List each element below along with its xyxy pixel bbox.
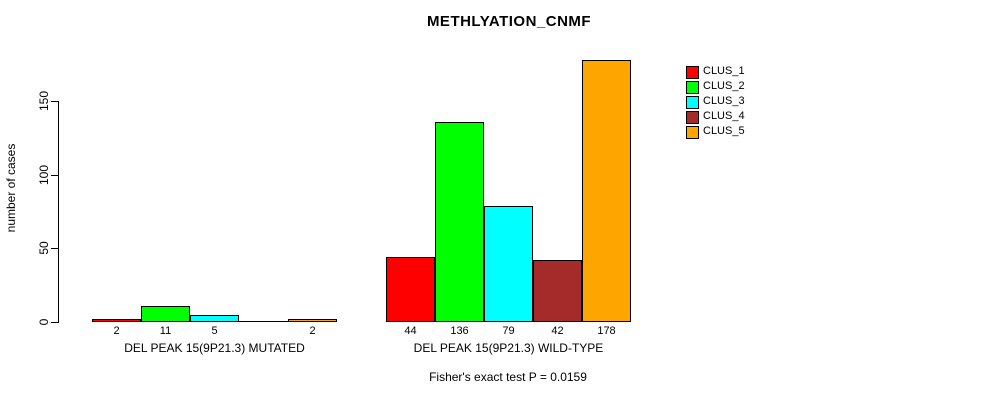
y-axis-tick (51, 101, 58, 102)
y-axis-line (58, 101, 59, 323)
legend-swatch-clus_4 (686, 111, 699, 124)
bar-clus_3-group1 (190, 315, 239, 322)
legend-label-clus_2: CLUS_2 (703, 80, 745, 92)
legend-label-clus_4: CLUS_4 (703, 110, 745, 122)
bar-clus_1-group2 (386, 257, 435, 322)
y-axis-tick (51, 248, 58, 249)
bar-value-label: 5 (211, 325, 218, 337)
bar-clus_4-group1 (239, 321, 288, 322)
bar-value-label: 42 (551, 325, 564, 337)
y-axis-tick-label: 150 (37, 90, 51, 112)
bar-clus_2-group1 (141, 306, 190, 322)
bar-clus_2-group2 (435, 122, 484, 322)
bar-value-label: 2 (309, 325, 316, 337)
bar-value-label: 136 (450, 325, 469, 337)
legend-label-clus_5: CLUS_5 (703, 125, 745, 137)
bar-value-label: 178 (597, 325, 616, 337)
bar-value-label: 11 (159, 325, 172, 337)
bar-value-label: 79 (502, 325, 515, 337)
bar-value-label: 44 (404, 325, 417, 337)
y-axis-tick (51, 322, 58, 323)
y-axis-label: number of cases (4, 143, 18, 233)
y-axis-tick (51, 175, 58, 176)
bar-clus_4-group2 (533, 260, 582, 322)
legend-swatch-clus_1 (686, 66, 699, 79)
x-axis-group-label: DEL PEAK 15(9P21.3) WILD-TYPE (413, 341, 604, 355)
bar-clus_5-group1 (288, 319, 337, 322)
bar-clus_1-group1 (92, 319, 141, 322)
legend-label-clus_3: CLUS_3 (703, 95, 745, 107)
y-axis-tick-label: 50 (37, 241, 51, 255)
bar-clus_5-group2 (582, 60, 631, 322)
fisher-test-annotation: Fisher's exact test P = 0.0159 (429, 370, 587, 384)
y-axis-tick-label: 100 (37, 164, 51, 186)
y-axis-tick-label: 0 (37, 318, 51, 326)
legend-swatch-clus_2 (686, 81, 699, 94)
chart-title: METHLYATION_CNMF (426, 13, 592, 30)
x-axis-group-label: DEL PEAK 15(9P21.3) MUTATED (124, 341, 305, 355)
bar-clus_3-group2 (484, 206, 533, 322)
legend-label-clus_1: CLUS_1 (703, 65, 745, 77)
legend-swatch-clus_5 (686, 126, 699, 139)
legend-swatch-clus_3 (686, 96, 699, 109)
bar-value-label: 2 (113, 325, 120, 337)
